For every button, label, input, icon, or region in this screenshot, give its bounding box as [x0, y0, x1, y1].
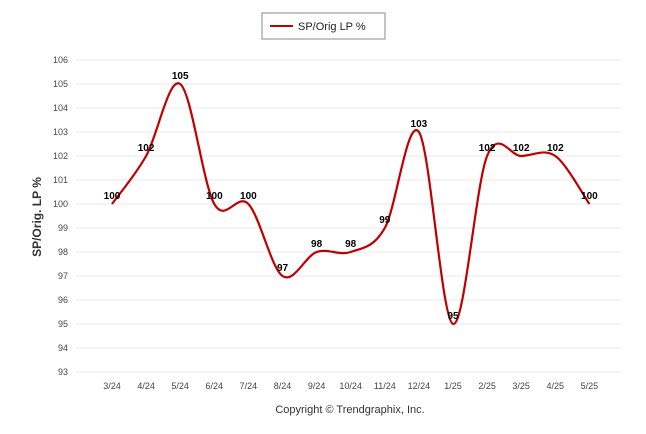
- x-axis-ticks: 3/24 4/24 5/24 6/24 7/24 8/24 9/24 10/24 11/24 12…: [103, 381, 598, 391]
- x-tick-label: 4/25: [547, 381, 565, 391]
- data-labels: 100 102 105 100 100 97 98 98 99 103 95 102 102 102 100: [104, 71, 598, 325]
- data-label: 95: [447, 311, 459, 322]
- x-tick-label: 5/24: [171, 381, 189, 391]
- x-tick-label: 8/24: [274, 381, 292, 391]
- data-label: 99: [379, 215, 391, 226]
- data-label: 100: [104, 191, 121, 202]
- data-label: 100: [581, 191, 598, 202]
- y-tick-label: 101: [53, 175, 68, 185]
- data-label: 103: [411, 119, 428, 130]
- x-tick-label: 12/24: [408, 381, 431, 391]
- x-tick-label: 4/24: [137, 381, 155, 391]
- y-tick-label: 93: [58, 367, 68, 377]
- data-label: 105: [172, 71, 189, 82]
- data-label: 97: [277, 263, 289, 274]
- copyright-text: Copyright © Trendgraphix, Inc.: [275, 404, 424, 416]
- x-tick-label: 6/24: [206, 381, 224, 391]
- data-label: 102: [547, 143, 564, 154]
- y-tick-label: 94: [58, 343, 68, 353]
- y-tick-label: 99: [58, 223, 68, 233]
- x-tick-label: 7/24: [240, 381, 258, 391]
- y-tick-label: 105: [53, 79, 68, 89]
- y-tick-label: 106: [53, 55, 68, 65]
- y-tick-label: 97: [58, 271, 68, 281]
- y-axis-ticks: 93 94 95 96 97 98 99 100 101 102 103 104 105 106: [53, 55, 68, 377]
- gridlines: [76, 59, 622, 373]
- series-line: [111, 82, 591, 326]
- series-line-layer: [111, 82, 591, 326]
- x-tick-label: 10/24: [339, 381, 362, 391]
- data-label: 100: [206, 191, 223, 202]
- x-tick-label: 5/25: [581, 381, 599, 391]
- y-axis-title: SP/Orig. LP %: [30, 177, 44, 257]
- data-label: 100: [240, 191, 257, 202]
- x-tick-label: 11/24: [374, 381, 396, 391]
- x-tick-label: 3/25: [512, 381, 530, 391]
- y-tick-label: 100: [53, 199, 68, 209]
- x-tick-label: 2/25: [478, 381, 496, 391]
- data-label: 98: [345, 239, 357, 250]
- y-tick-label: 96: [58, 295, 68, 305]
- y-tick-label: 98: [58, 247, 68, 257]
- y-tick-label: 104: [53, 103, 68, 113]
- x-tick-label: 3/24: [103, 381, 121, 391]
- legend[interactable]: SP/Orig LP %: [261, 12, 386, 40]
- data-label: 102: [138, 143, 155, 154]
- data-label: 102: [479, 143, 496, 154]
- x-tick-label: 9/24: [308, 381, 326, 391]
- y-tick-label: 95: [58, 319, 68, 329]
- data-label: 98: [311, 239, 323, 250]
- data-label: 102: [513, 143, 530, 154]
- legend-label: SP/Orig LP %: [298, 21, 366, 33]
- x-tick-label: 1/25: [444, 381, 462, 391]
- y-tick-label: 103: [53, 127, 68, 137]
- y-tick-label: 102: [53, 151, 68, 161]
